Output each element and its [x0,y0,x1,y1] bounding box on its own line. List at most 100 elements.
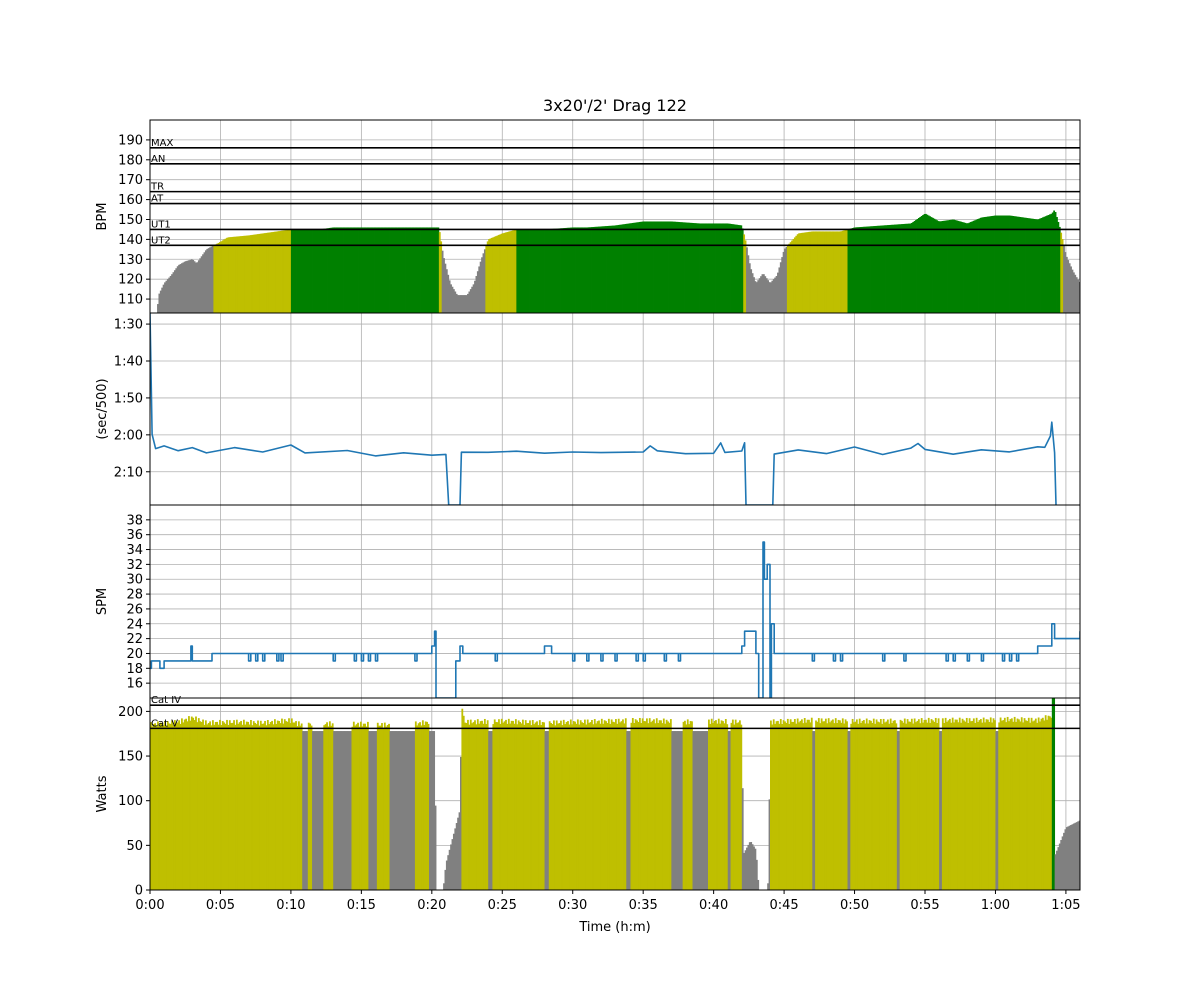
power-bar [592,724,595,890]
spm-dip [677,653,682,662]
hr-bar [768,282,771,313]
hr-bar [448,280,451,313]
power-bar [851,718,854,890]
power-bar [901,720,903,890]
power-bar [572,721,575,890]
hr-bar [555,228,558,313]
power-bar [179,723,182,890]
power-bar [991,722,994,890]
power-bar [452,833,455,890]
hr-bar [633,222,636,313]
power-bar [150,722,152,890]
hr-bar [502,233,505,313]
power-bar [913,718,916,890]
hr-bar [916,218,919,313]
chart-title: 3x20'/2' Drag 122 [543,96,687,115]
power-bar [613,722,616,890]
power-ytick-label: 0 [135,884,143,899]
spm-ytick-label: 30 [126,573,143,588]
hr-bar [923,214,926,313]
power-bar [915,722,917,890]
hr-bar [324,228,327,313]
power-bar [426,721,428,890]
hr-bar [623,224,626,313]
power-bar [468,724,471,890]
hr-bar [328,227,331,313]
hr-bar [1074,274,1077,313]
hr-bar [336,227,338,313]
power-bar [1056,850,1058,890]
power-bar [531,720,534,890]
power-bar [296,726,299,890]
power-bar [681,731,684,890]
hr-bar [510,230,513,313]
power-bar [1025,720,1027,890]
hr-bar [358,227,361,313]
power-bar [259,720,262,890]
power-bar [314,731,317,890]
power-bar [920,718,923,890]
hr-bar [965,223,968,313]
power-bar [793,719,796,890]
hr-bar [403,227,406,313]
power-bar [190,716,193,890]
hr-bar [696,223,699,313]
power-bar [410,731,413,890]
hr-bar [209,247,211,313]
hr-bar [390,227,393,313]
hr-bar [478,266,481,313]
hr-area [157,210,1081,313]
power-bar [171,720,173,890]
power-bar [979,719,982,890]
hr-bar [438,232,441,313]
power-bar [405,731,407,890]
hr-bar [695,223,698,313]
hr-bar [612,225,614,313]
hr-bar [186,260,189,313]
power-bar [829,722,831,890]
power-bar [240,720,242,890]
power-bar [165,725,168,890]
hr-bar [185,261,188,313]
hr-bar [864,226,867,313]
hr-bar [650,221,653,313]
power-bar [271,720,273,890]
hr-bar [362,227,365,313]
power-bar [585,724,588,890]
hr-bar [982,217,985,313]
hr-bar [564,227,567,313]
hr-bar [961,222,964,313]
power-bar [493,719,496,890]
hr-bar [282,230,285,313]
power-bar [252,721,255,890]
hr-bar [679,222,682,313]
power-bar [934,717,937,890]
hr-bar [281,230,283,313]
power-bar [429,731,431,890]
hr-bar [406,227,409,313]
x-tick-label: 1:00 [981,898,1010,913]
power-bar [221,721,224,890]
hr-bar [467,293,469,313]
hr-bar [886,225,889,313]
power-bar [413,731,416,890]
hr-bar [575,227,578,313]
power-bar [464,722,467,890]
hr-bar [419,227,421,313]
power-bar [1064,829,1067,890]
power-bar [523,724,526,890]
hr-bar [351,227,354,313]
power-bar [956,719,958,890]
hr-bar [808,231,810,313]
power-bar [533,724,536,890]
power-bar [1032,721,1034,890]
hr-bar [293,229,296,313]
hr-bar [192,259,195,313]
power-bar [344,731,347,890]
hr-bar [891,224,893,313]
power-bar [181,718,183,890]
power-bar [527,722,530,890]
hr-bar [682,222,685,313]
power-ytick-label: 150 [118,750,143,765]
hr-bar [1001,215,1003,313]
